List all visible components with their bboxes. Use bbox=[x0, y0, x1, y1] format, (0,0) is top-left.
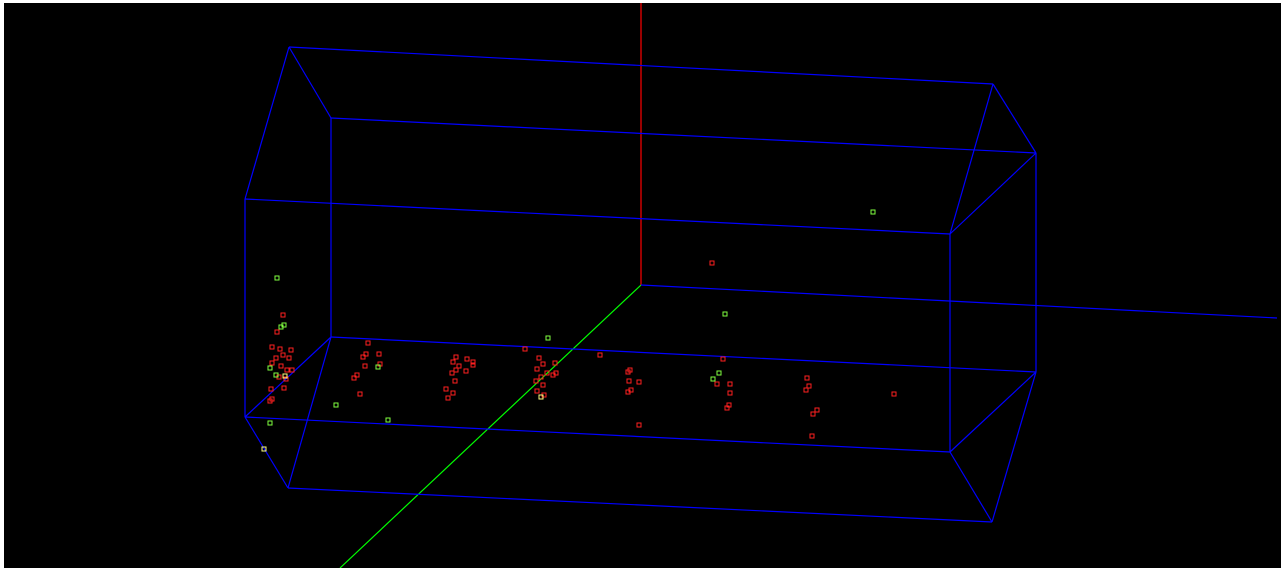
marker-green bbox=[386, 418, 390, 422]
marker-red bbox=[465, 357, 469, 361]
marker-red bbox=[278, 347, 282, 351]
marker-red bbox=[598, 353, 602, 357]
box-edge-lj bbox=[950, 452, 992, 522]
marker-red bbox=[541, 362, 545, 366]
box-edge-da bbox=[289, 47, 331, 118]
box-edge-fb bbox=[950, 84, 993, 234]
marker-red bbox=[454, 355, 458, 359]
marker-red bbox=[807, 384, 811, 388]
marker-green bbox=[268, 421, 272, 425]
marker-red bbox=[285, 368, 289, 372]
marker-red bbox=[637, 380, 641, 384]
marker-red bbox=[450, 371, 454, 375]
3d-viewport[interactable] bbox=[4, 3, 1281, 568]
marker-red bbox=[287, 356, 291, 360]
marker-red bbox=[464, 369, 468, 373]
markers-group bbox=[262, 210, 896, 451]
marker-red bbox=[377, 352, 381, 356]
marker-red bbox=[457, 364, 461, 368]
marker-red bbox=[721, 357, 725, 361]
marker-red bbox=[454, 368, 458, 372]
box-edge-lh bbox=[992, 372, 1036, 522]
box-edge-ef bbox=[245, 199, 950, 234]
marker-red bbox=[270, 345, 274, 349]
marker-red bbox=[892, 392, 896, 396]
marker-red bbox=[815, 408, 819, 412]
marker-red bbox=[728, 382, 732, 386]
marker-red bbox=[637, 423, 641, 427]
marker-green bbox=[711, 377, 715, 381]
marker-red bbox=[269, 387, 273, 391]
marker-red bbox=[541, 383, 545, 387]
marker-red bbox=[451, 360, 455, 364]
box-edge-fc bbox=[950, 153, 1036, 234]
box-edge-ae bbox=[245, 47, 289, 199]
marker-red bbox=[451, 391, 455, 395]
marker-red bbox=[289, 348, 293, 352]
box-edge-hj bbox=[950, 372, 1036, 452]
marker-red bbox=[270, 361, 274, 365]
marker-red bbox=[715, 382, 719, 386]
marker-red bbox=[358, 392, 362, 396]
marker-green bbox=[717, 371, 721, 375]
marker-red bbox=[281, 353, 285, 357]
marker-red bbox=[811, 412, 815, 416]
axis-horizontal-line bbox=[641, 285, 1277, 318]
marker-red bbox=[810, 434, 814, 438]
marker-red bbox=[366, 341, 370, 345]
axes-group bbox=[340, 3, 1277, 568]
marker-red bbox=[444, 387, 448, 391]
axis-depth-line bbox=[340, 285, 641, 568]
marker-green bbox=[546, 336, 550, 340]
marker-red bbox=[446, 396, 450, 400]
marker-red bbox=[274, 356, 278, 360]
marker-red bbox=[627, 379, 631, 383]
box-edge-gh bbox=[331, 337, 1036, 372]
marker-red bbox=[710, 261, 714, 265]
box-edge-ij bbox=[245, 417, 950, 452]
marker-red bbox=[453, 379, 457, 383]
marker-red bbox=[275, 330, 279, 334]
marker-red bbox=[363, 364, 367, 368]
marker-red bbox=[282, 386, 286, 390]
marker-red bbox=[804, 388, 808, 392]
marker-red bbox=[281, 313, 285, 317]
marker-green bbox=[871, 210, 875, 214]
marker-red bbox=[537, 356, 541, 360]
marker-green bbox=[334, 403, 338, 407]
marker-red bbox=[523, 347, 527, 351]
marker-red bbox=[535, 389, 539, 393]
marker-red bbox=[805, 376, 809, 380]
marker-red bbox=[728, 391, 732, 395]
box-edge-bc bbox=[993, 84, 1036, 153]
scene-canvas bbox=[4, 3, 1281, 568]
marker-red bbox=[535, 367, 539, 371]
marker-green bbox=[275, 276, 279, 280]
marker-red bbox=[279, 364, 283, 368]
box-edge-ik bbox=[245, 417, 288, 488]
marker-green bbox=[268, 366, 272, 370]
marker-green bbox=[723, 312, 727, 316]
box-edge-cd bbox=[331, 118, 1036, 153]
box-edge-gk bbox=[288, 337, 331, 488]
